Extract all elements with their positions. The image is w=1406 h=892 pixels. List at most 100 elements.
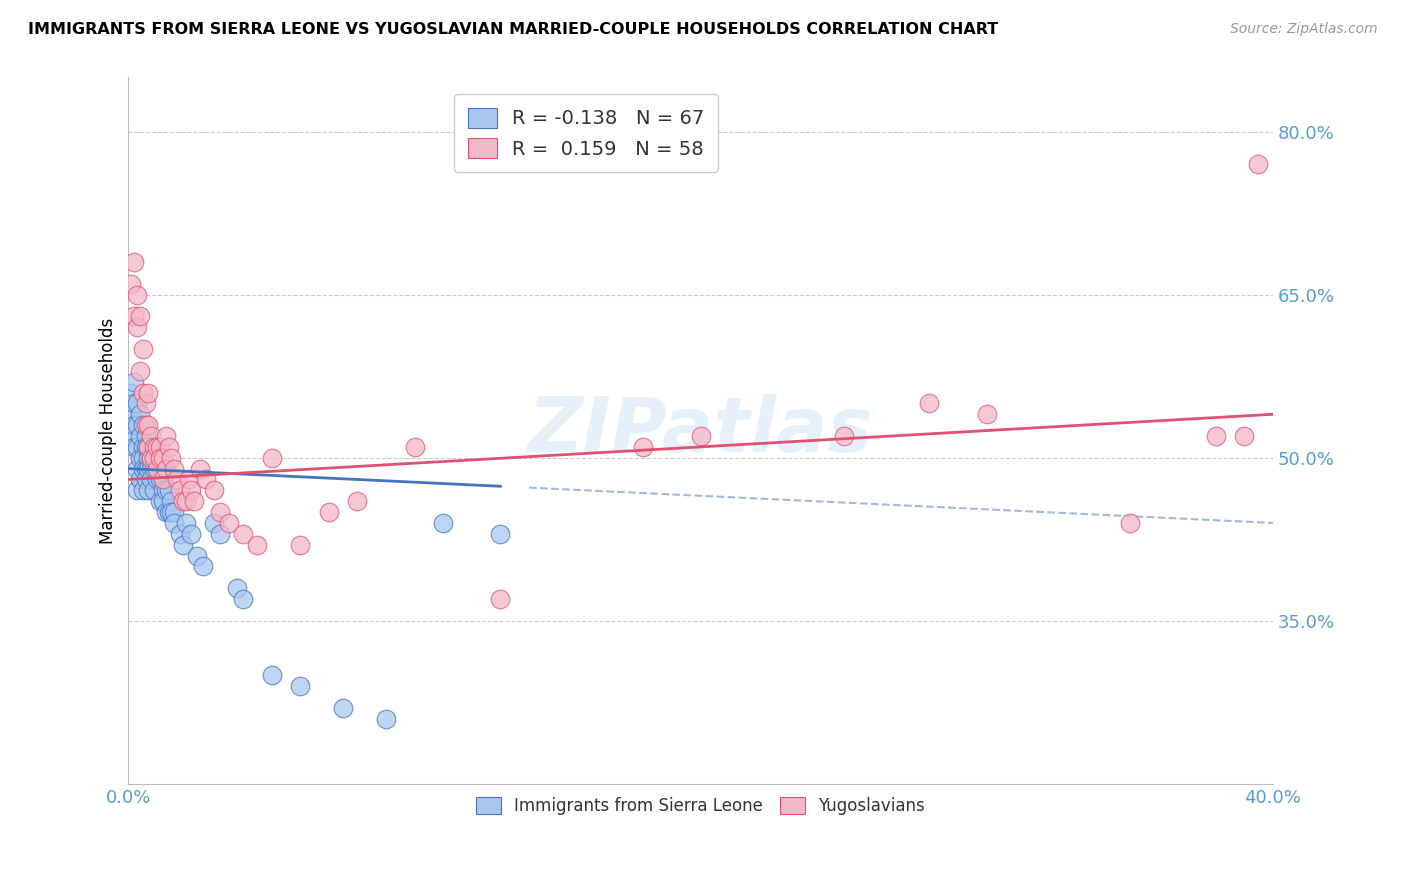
Point [141, 429, 163, 443]
Point [166, 473, 188, 487]
Point [163, 461, 186, 475]
Point [633, 440, 655, 454]
Text: IMMIGRANTS FROM SIERRA LEONE VS YUGOSLAVIAN MARRIED-COUPLE HOUSEHOLDS CORRELATIO: IMMIGRANTS FROM SIERRA LEONE VS YUGOSLAV… [28, 22, 998, 37]
Point [157, 505, 180, 519]
Point [125, 396, 148, 410]
Point [135, 473, 157, 487]
Point [172, 538, 194, 552]
Point [202, 483, 225, 498]
Point [163, 505, 186, 519]
Point [976, 407, 998, 421]
Point [122, 255, 145, 269]
Point [489, 526, 512, 541]
Point [180, 483, 202, 498]
Point [346, 494, 368, 508]
Point [1233, 429, 1256, 443]
Point [135, 461, 157, 475]
Point [186, 549, 208, 563]
Point [218, 516, 240, 530]
Point [135, 429, 157, 443]
Point [208, 526, 231, 541]
Point [194, 473, 217, 487]
Point [169, 483, 191, 498]
Point [288, 538, 311, 552]
Point [146, 473, 169, 487]
Point [122, 418, 145, 433]
Point [149, 440, 172, 454]
Point [163, 516, 186, 530]
Point [152, 473, 174, 487]
Point [404, 440, 426, 454]
Point [1247, 157, 1270, 171]
Point [432, 516, 454, 530]
Point [138, 418, 160, 433]
Point [122, 396, 145, 410]
Point [132, 418, 155, 433]
Point [152, 483, 174, 498]
Point [129, 473, 152, 487]
Point [174, 494, 197, 508]
Point [160, 450, 183, 465]
Point [135, 418, 157, 433]
Point [689, 429, 711, 443]
Point [157, 440, 180, 454]
Point [141, 450, 163, 465]
Point [146, 440, 169, 454]
Point [129, 364, 152, 378]
Point [138, 483, 160, 498]
Point [232, 526, 254, 541]
Point [129, 429, 152, 443]
Point [188, 461, 211, 475]
Point [132, 461, 155, 475]
Point [138, 450, 160, 465]
Point [146, 461, 169, 475]
Point [129, 310, 152, 324]
Point [152, 494, 174, 508]
Text: Source: ZipAtlas.com: Source: ZipAtlas.com [1230, 22, 1378, 37]
Point [1205, 429, 1227, 443]
Point [120, 429, 142, 443]
Point [149, 494, 172, 508]
Point [226, 581, 249, 595]
Point [141, 473, 163, 487]
Point [122, 310, 145, 324]
Point [143, 440, 166, 454]
Point [155, 461, 177, 475]
Point [141, 450, 163, 465]
Y-axis label: Married-couple Households: Married-couple Households [100, 318, 117, 544]
Point [918, 396, 941, 410]
Point [149, 450, 172, 465]
Point [143, 450, 166, 465]
Point [125, 440, 148, 454]
Point [132, 385, 155, 400]
Point [143, 461, 166, 475]
Point [132, 440, 155, 454]
Point [155, 483, 177, 498]
Point [138, 440, 160, 454]
Point [232, 592, 254, 607]
Point [122, 375, 145, 389]
Point [208, 505, 231, 519]
Point [155, 505, 177, 519]
Point [180, 526, 202, 541]
Point [318, 505, 340, 519]
Point [125, 287, 148, 301]
Point [125, 418, 148, 433]
Point [120, 385, 142, 400]
Point [157, 483, 180, 498]
Point [143, 450, 166, 465]
Point [125, 461, 148, 475]
Point [132, 342, 155, 356]
Point [260, 450, 283, 465]
Point [246, 538, 269, 552]
Point [125, 320, 148, 334]
Text: ZIPatlas: ZIPatlas [527, 393, 873, 467]
Point [332, 700, 354, 714]
Point [138, 385, 160, 400]
Point [135, 396, 157, 410]
Point [288, 679, 311, 693]
Point [260, 668, 283, 682]
Point [138, 440, 160, 454]
Point [169, 526, 191, 541]
Point [129, 450, 152, 465]
